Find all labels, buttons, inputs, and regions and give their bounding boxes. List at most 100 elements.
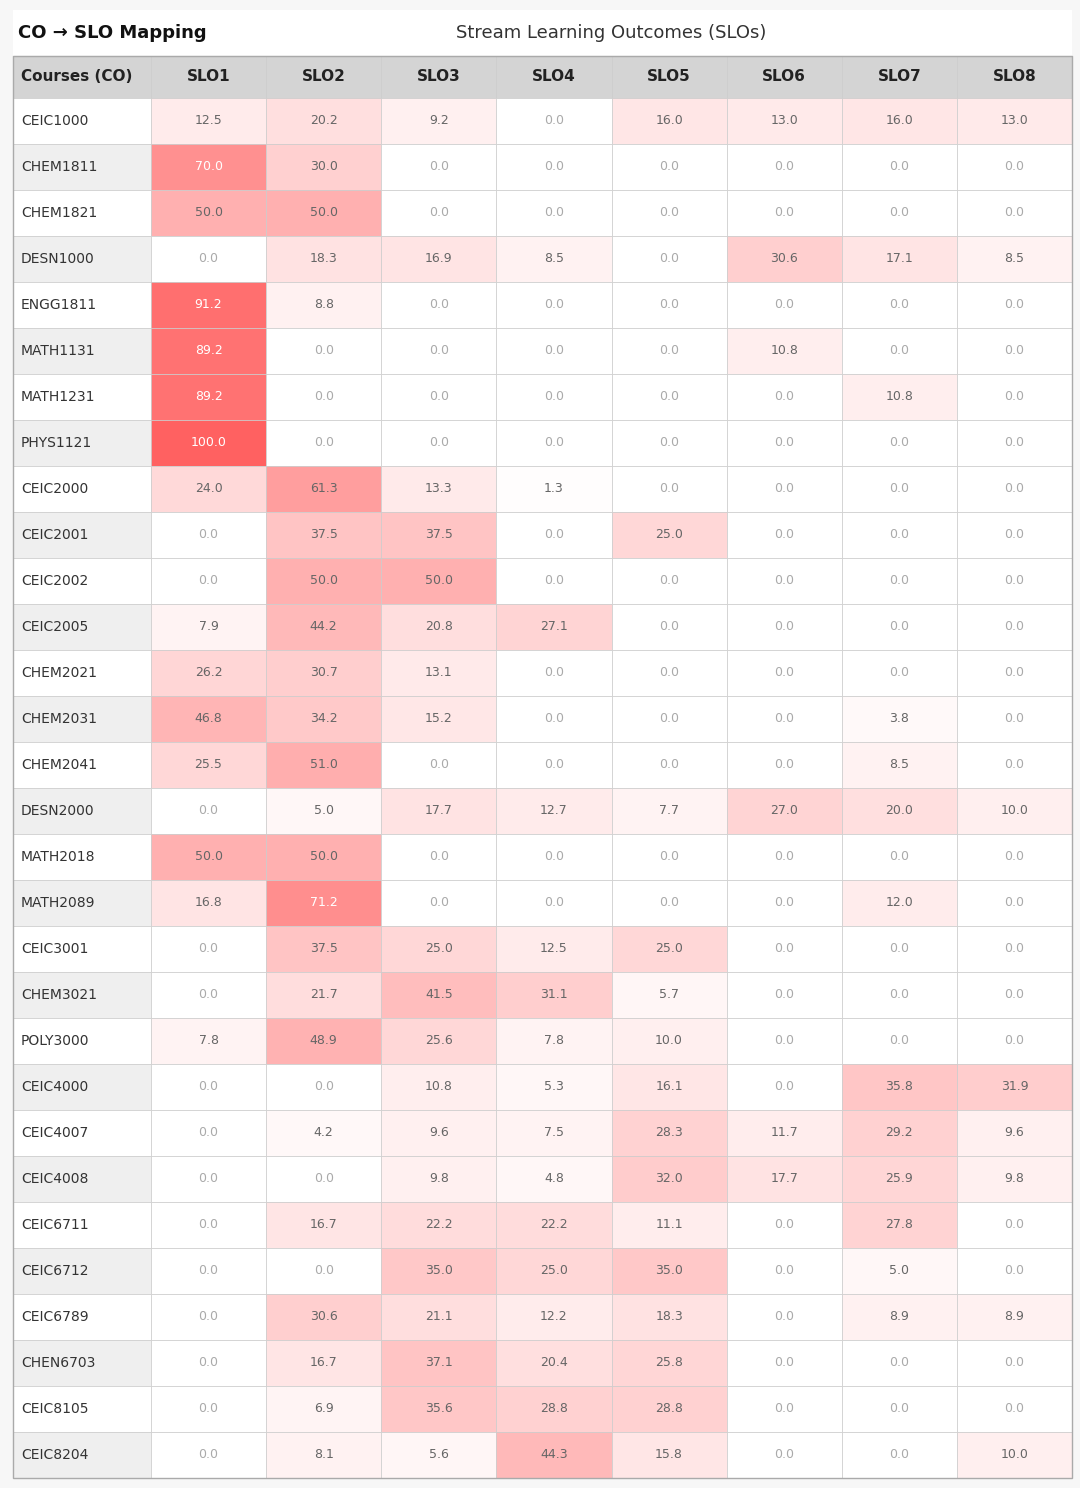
Bar [841, 650, 957, 696]
Text: 89.2: 89.2 [194, 345, 222, 357]
Text: 0.0: 0.0 [199, 1311, 218, 1323]
Bar [151, 373, 266, 420]
Text: 0.0: 0.0 [889, 851, 909, 863]
Bar [151, 879, 266, 926]
Bar [266, 743, 381, 789]
Text: 0.0: 0.0 [1004, 1219, 1025, 1232]
Text: 0.0: 0.0 [889, 299, 909, 311]
Bar [266, 1110, 381, 1156]
Bar [497, 1018, 611, 1064]
Text: 20.0: 20.0 [886, 805, 914, 817]
Bar [841, 1110, 957, 1156]
Text: 5.7: 5.7 [659, 988, 679, 1001]
Text: SLO8: SLO8 [993, 70, 1037, 85]
Text: 0.0: 0.0 [659, 207, 679, 220]
Text: 8.5: 8.5 [544, 253, 564, 265]
Text: 0.0: 0.0 [1004, 345, 1025, 357]
Text: CHEM1821: CHEM1821 [21, 205, 97, 220]
Bar [611, 1202, 727, 1248]
Text: 27.8: 27.8 [886, 1219, 914, 1232]
Text: ENGG1811: ENGG1811 [21, 298, 97, 312]
Text: 0.0: 0.0 [199, 1173, 218, 1186]
Bar [266, 57, 381, 98]
Bar [151, 696, 266, 743]
Bar [611, 604, 727, 650]
Bar [497, 512, 611, 558]
Bar [13, 512, 151, 558]
Text: 0.0: 0.0 [889, 345, 909, 357]
Bar [13, 972, 151, 1018]
Bar [957, 144, 1072, 190]
Text: 0.0: 0.0 [889, 207, 909, 220]
Bar [957, 420, 1072, 466]
Text: 0.0: 0.0 [199, 1265, 218, 1278]
Text: 5.0: 5.0 [313, 805, 334, 817]
Bar [13, 650, 151, 696]
Bar [727, 1295, 841, 1341]
Text: CHEM2041: CHEM2041 [21, 757, 97, 772]
Text: 25.8: 25.8 [656, 1357, 683, 1369]
Text: 0.0: 0.0 [429, 896, 449, 909]
Text: 48.9: 48.9 [310, 1034, 338, 1048]
Text: 46.8: 46.8 [194, 713, 222, 726]
Text: 8.8: 8.8 [313, 299, 334, 311]
Bar [381, 190, 497, 237]
Text: 22.2: 22.2 [426, 1219, 453, 1232]
Bar [266, 466, 381, 512]
Bar [841, 972, 957, 1018]
Bar [381, 98, 497, 144]
Bar [611, 879, 727, 926]
Text: 5.0: 5.0 [889, 1265, 909, 1278]
Bar [957, 1202, 1072, 1248]
Bar [611, 1385, 727, 1431]
Bar [957, 833, 1072, 879]
Text: CEIC4008: CEIC4008 [21, 1173, 89, 1186]
Text: 35.6: 35.6 [424, 1403, 453, 1415]
Bar [957, 1018, 1072, 1064]
Bar [611, 283, 727, 327]
Bar [266, 1385, 381, 1431]
Bar [497, 650, 611, 696]
Bar [727, 833, 841, 879]
Bar [381, 466, 497, 512]
Text: 0.0: 0.0 [659, 482, 679, 496]
Text: 25.0: 25.0 [656, 942, 683, 955]
Bar [611, 98, 727, 144]
Text: 37.1: 37.1 [424, 1357, 453, 1369]
Bar [841, 1385, 957, 1431]
Text: 25.9: 25.9 [886, 1173, 914, 1186]
Text: 35.0: 35.0 [656, 1265, 683, 1278]
Text: 12.5: 12.5 [540, 942, 568, 955]
Bar [497, 926, 611, 972]
Text: 0.0: 0.0 [774, 574, 794, 588]
Text: 9.8: 9.8 [1004, 1173, 1024, 1186]
Text: 0.0: 0.0 [774, 942, 794, 955]
Bar [727, 926, 841, 972]
Bar [381, 1295, 497, 1341]
Text: 50.0: 50.0 [194, 207, 222, 220]
Text: 10.8: 10.8 [886, 390, 914, 403]
Text: CEIC6711: CEIC6711 [21, 1219, 89, 1232]
Bar [381, 1341, 497, 1385]
Text: 8.5: 8.5 [1004, 253, 1025, 265]
Bar [841, 512, 957, 558]
Text: 13.0: 13.0 [1000, 115, 1028, 128]
Bar [727, 972, 841, 1018]
Text: 0.0: 0.0 [659, 574, 679, 588]
Bar [727, 144, 841, 190]
Text: 35.8: 35.8 [886, 1080, 914, 1094]
Bar [497, 604, 611, 650]
Bar [727, 420, 841, 466]
Bar [611, 57, 727, 98]
Text: 24.0: 24.0 [194, 482, 222, 496]
Text: 8.5: 8.5 [889, 759, 909, 771]
Text: 89.2: 89.2 [194, 390, 222, 403]
Bar [611, 743, 727, 789]
Text: 0.0: 0.0 [429, 299, 449, 311]
Text: 0.0: 0.0 [429, 851, 449, 863]
Text: DESN1000: DESN1000 [21, 251, 95, 266]
Bar [151, 1110, 266, 1156]
Text: 0.0: 0.0 [544, 345, 564, 357]
Bar [727, 512, 841, 558]
Bar [497, 1064, 611, 1110]
